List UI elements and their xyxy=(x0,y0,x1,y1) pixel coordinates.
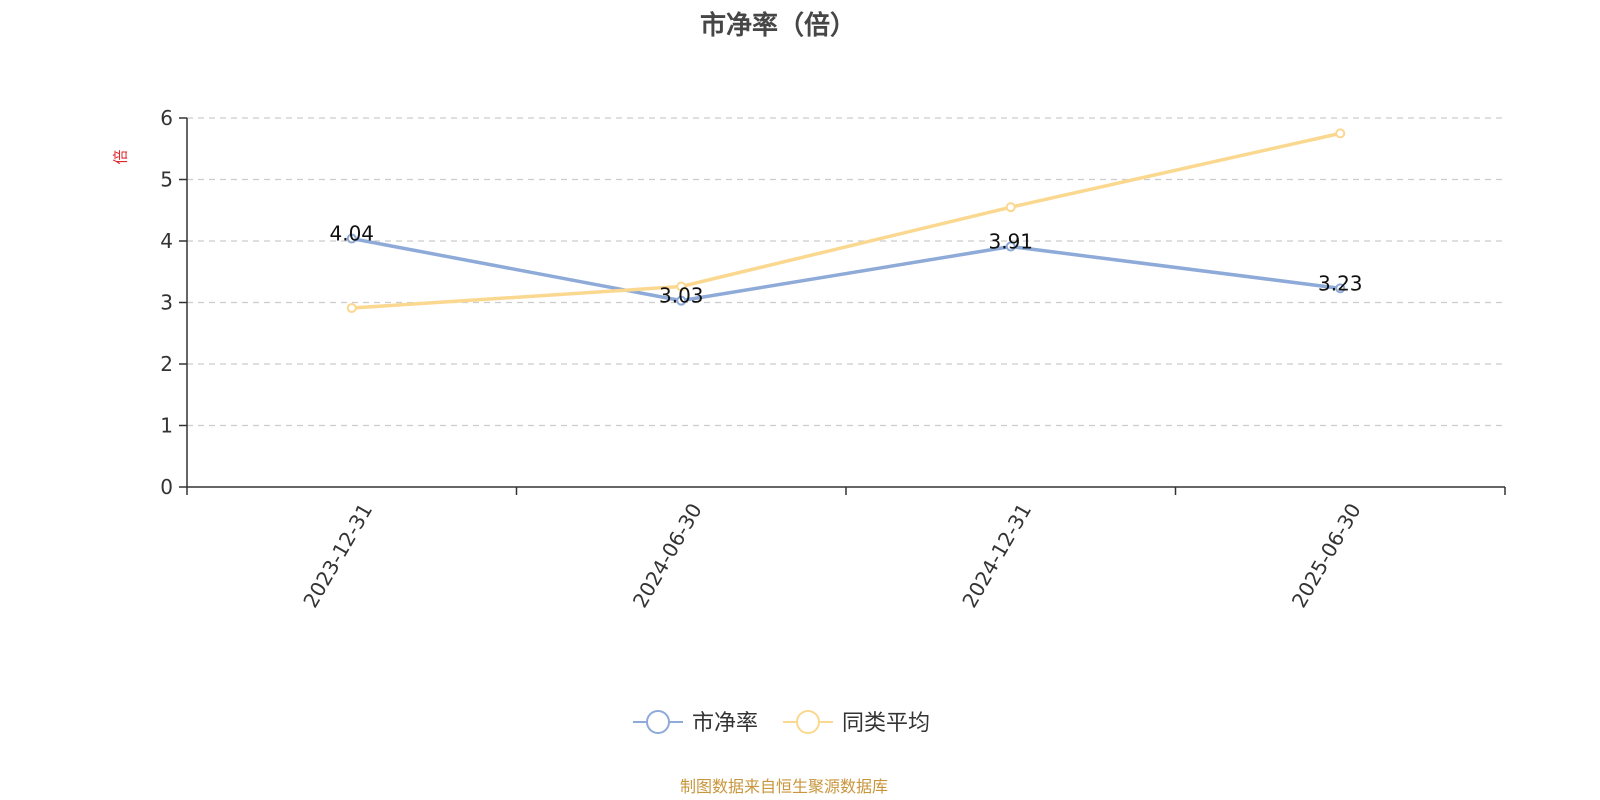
y-tick-label: 0 xyxy=(160,475,173,499)
legend-item[interactable]: 市净率 xyxy=(633,710,758,736)
y-tick-label: 6 xyxy=(160,106,173,130)
legend-item[interactable]: 同类平均 xyxy=(783,710,930,736)
data-point xyxy=(676,281,687,292)
data-point xyxy=(1335,128,1346,139)
series xyxy=(346,128,1346,314)
data-point xyxy=(676,295,687,306)
source-note: 制图数据来自恒生聚源数据库 xyxy=(680,777,888,796)
y-tick-label: 5 xyxy=(160,168,173,192)
y-tick-label: 3 xyxy=(160,291,173,315)
legend-label: 同类平均 xyxy=(842,711,930,736)
axes: 0 1 2 3 4 5 6 2023-12-31 2024-06-30 2024-12-31 202… xyxy=(160,106,1506,612)
chart-title: 市净率（倍） xyxy=(700,10,856,41)
y-tick-label: 4 xyxy=(160,229,173,253)
gridlines xyxy=(187,117,1505,427)
legend-marker-icon xyxy=(796,710,820,734)
legend[interactable]: 市净率 同类平均 xyxy=(633,710,930,736)
y-tick-label: 1 xyxy=(160,414,173,438)
x-tick-label: 2024-12-31 xyxy=(957,499,1036,612)
data-point xyxy=(1005,202,1016,213)
legend-label: 市净率 xyxy=(692,711,758,736)
data-point xyxy=(346,233,357,244)
legend-marker-icon xyxy=(646,710,670,734)
x-tick-label: 2023-12-31 xyxy=(298,499,377,612)
data-point xyxy=(1335,283,1346,294)
x-tick-label: 2024-06-30 xyxy=(628,499,707,612)
y-axis-unit-label: 倍 xyxy=(112,149,130,164)
y-tick-label: 2 xyxy=(160,352,173,376)
x-tick-label: 2025-06-30 xyxy=(1287,499,1366,612)
data-label: 3.91 xyxy=(988,230,1033,254)
data-label: 3.23 xyxy=(1318,271,1363,295)
series-line xyxy=(351,131,1341,310)
series-line xyxy=(351,236,1341,303)
data-label: 4.04 xyxy=(329,222,374,246)
data-point xyxy=(346,303,357,314)
data-point xyxy=(1005,241,1016,252)
data-label: 3.03 xyxy=(659,284,704,308)
data-labels: 4.04 3.03 3.91 3.23 xyxy=(329,222,1362,308)
